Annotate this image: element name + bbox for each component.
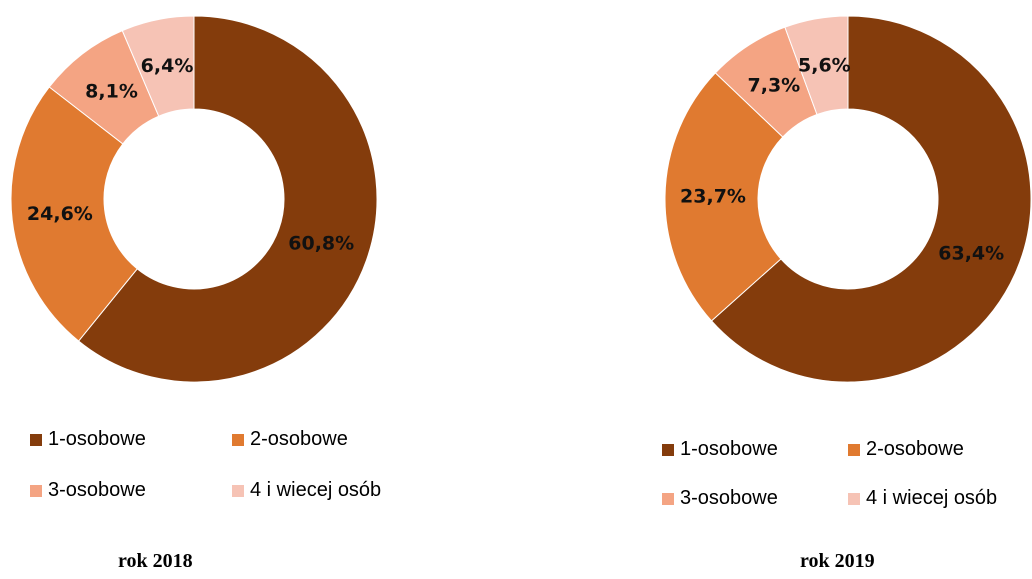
donut-chart-2018: 60,8% 24,6% 8,1% 6,4% 1-osobowe 2-osobowe 3… — [0, 0, 420, 579]
legend-item-3-osobowe: 3-osobowe — [662, 487, 778, 510]
slice-value-label: 5,6% — [798, 55, 851, 77]
donut-slice-4 — [121, 15, 195, 117]
legend-label: 4 i wiecej osób — [250, 479, 382, 501]
legend-swatch — [848, 492, 860, 505]
legend-label: 3-osobowe — [680, 487, 778, 509]
year-caption-2019: rok 2019 — [800, 550, 875, 572]
legend-swatch — [662, 443, 674, 456]
legend-item-1-osobowe: 1-osobowe — [30, 428, 146, 451]
donut-plot-2018: 60,8% 24,6% 8,1%6,4% — [10, 15, 378, 383]
slice-value-label: 6,4% — [141, 55, 194, 77]
legend-swatch — [30, 433, 42, 446]
legend-item-3-osobowe: 3-osobowe — [30, 479, 146, 502]
legend-label: 2-osobowe — [250, 428, 348, 450]
legend-swatch — [30, 484, 42, 497]
year-caption-2018: rok 2018 — [118, 550, 193, 572]
legend-item-1-osobowe: 1-osobowe — [662, 438, 778, 461]
legend-swatch — [662, 492, 674, 505]
donut-slice-2 — [664, 72, 784, 322]
donut-plot-2019: 63,4% 23,7% 7,3%5,6% — [664, 15, 1032, 383]
legend-swatch — [232, 433, 244, 446]
donut-chart-2019: 63,4% 23,7% 7,3% 5,6% 1-osobowe 2-osobowe 3… — [652, 0, 1032, 579]
slice-value-label: 24,6% — [27, 203, 93, 225]
legend-label: 2-osobowe — [866, 438, 964, 460]
donut-slice-2 — [10, 86, 138, 342]
donut-slice-1 — [77, 15, 378, 383]
slice-value-label: 60,8% — [288, 233, 354, 255]
legend-label: 3-osobowe — [48, 479, 146, 501]
legend-item-2-osobowe: 2-osobowe — [232, 428, 348, 451]
legend-swatch — [232, 484, 244, 497]
legend-swatch — [848, 443, 860, 456]
legend-label: 1-osobowe — [680, 438, 778, 460]
slice-value-label: 23,7% — [680, 185, 746, 207]
legend-item-4-i-wiecej: 4 i wiecej osób — [848, 487, 997, 510]
legend-label: 1-osobowe — [48, 428, 146, 450]
legend-label: 4 i wiecej osób — [866, 487, 998, 509]
legend-item-4-i-wiecej: 4 i wiecej osób — [232, 479, 381, 502]
slice-value-label: 63,4% — [938, 243, 1004, 265]
donut-slice-4 — [784, 15, 849, 116]
slice-value-label: 7,3% — [748, 75, 801, 97]
donut-slice-1 — [710, 15, 1032, 383]
slice-value-label: 8,1% — [85, 81, 138, 103]
legend-item-2-osobowe: 2-osobowe — [848, 438, 964, 461]
